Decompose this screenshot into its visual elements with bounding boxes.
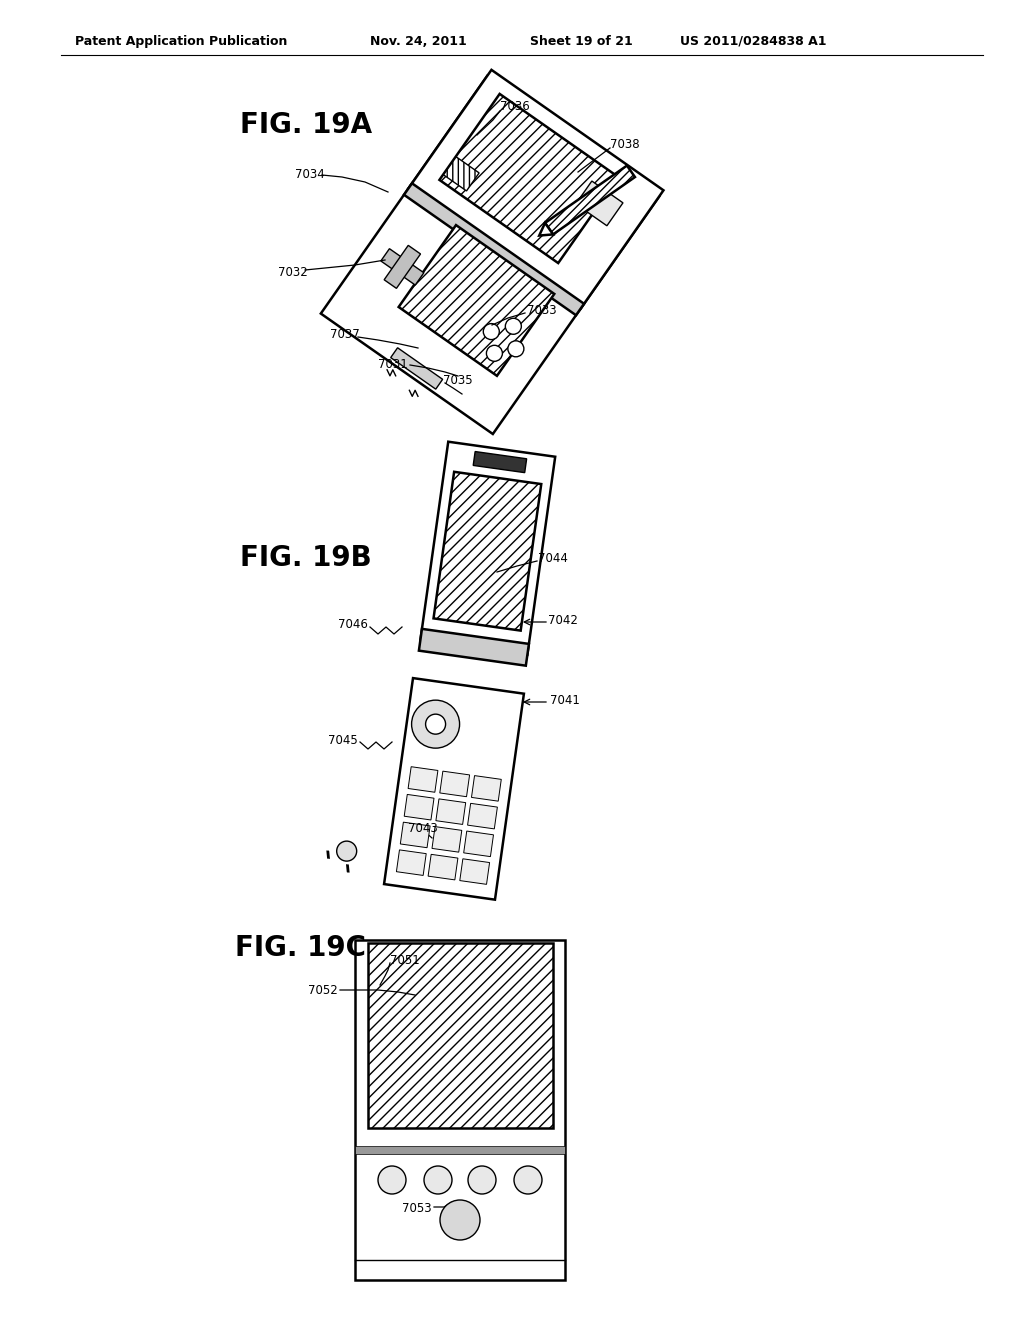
Polygon shape xyxy=(464,832,494,857)
Text: Sheet 19 of 21: Sheet 19 of 21 xyxy=(530,36,633,48)
Text: FIG. 19A: FIG. 19A xyxy=(240,111,372,139)
Polygon shape xyxy=(419,628,529,665)
Polygon shape xyxy=(409,767,438,792)
Circle shape xyxy=(337,841,356,861)
Polygon shape xyxy=(432,826,462,853)
Text: 7041: 7041 xyxy=(550,693,580,706)
Text: 7036: 7036 xyxy=(500,100,529,114)
Circle shape xyxy=(426,714,445,734)
Text: 7043: 7043 xyxy=(408,821,437,834)
Circle shape xyxy=(378,1166,406,1195)
Polygon shape xyxy=(355,1146,565,1154)
Text: 7032: 7032 xyxy=(278,265,308,279)
Polygon shape xyxy=(404,183,584,315)
Text: 7044: 7044 xyxy=(538,552,568,565)
Text: 7046: 7046 xyxy=(338,619,368,631)
Text: 7038: 7038 xyxy=(610,139,640,152)
Polygon shape xyxy=(400,822,430,847)
Polygon shape xyxy=(473,451,526,473)
Text: Patent Application Publication: Patent Application Publication xyxy=(75,36,288,48)
Polygon shape xyxy=(433,471,542,631)
Text: 7052: 7052 xyxy=(308,983,338,997)
Circle shape xyxy=(508,341,524,356)
Polygon shape xyxy=(460,859,489,884)
Polygon shape xyxy=(545,165,635,235)
Polygon shape xyxy=(391,347,442,389)
Circle shape xyxy=(483,323,500,339)
Circle shape xyxy=(440,1200,480,1239)
Text: 7051: 7051 xyxy=(390,953,420,966)
Polygon shape xyxy=(384,246,421,288)
Polygon shape xyxy=(384,678,524,900)
Text: 7042: 7042 xyxy=(548,614,578,627)
Polygon shape xyxy=(421,442,555,655)
Polygon shape xyxy=(439,94,618,263)
Circle shape xyxy=(424,1166,452,1195)
Text: 7037: 7037 xyxy=(330,329,359,342)
Polygon shape xyxy=(355,940,565,1280)
Text: Nov. 24, 2011: Nov. 24, 2011 xyxy=(370,36,467,48)
Polygon shape xyxy=(398,226,554,376)
Circle shape xyxy=(505,318,521,334)
Circle shape xyxy=(486,346,503,362)
Polygon shape xyxy=(439,771,470,797)
Polygon shape xyxy=(540,223,553,235)
Polygon shape xyxy=(436,799,466,825)
Polygon shape xyxy=(409,70,664,309)
Text: 7045: 7045 xyxy=(328,734,357,747)
Text: US 2011/0284838 A1: US 2011/0284838 A1 xyxy=(680,36,826,48)
Text: FIG. 19C: FIG. 19C xyxy=(234,935,366,962)
Polygon shape xyxy=(428,854,458,880)
Polygon shape xyxy=(443,157,479,191)
Polygon shape xyxy=(381,248,424,285)
Polygon shape xyxy=(368,942,553,1127)
Polygon shape xyxy=(471,776,502,801)
Polygon shape xyxy=(396,850,426,875)
Text: 7035: 7035 xyxy=(443,374,473,387)
Text: 7053: 7053 xyxy=(402,1201,432,1214)
Text: 7034: 7034 xyxy=(295,169,325,181)
Polygon shape xyxy=(404,795,434,820)
Text: 7033: 7033 xyxy=(527,304,557,317)
Text: FIG. 19B: FIG. 19B xyxy=(240,544,372,572)
Circle shape xyxy=(514,1166,542,1195)
Circle shape xyxy=(468,1166,496,1195)
Polygon shape xyxy=(468,804,498,829)
Polygon shape xyxy=(575,181,623,226)
Polygon shape xyxy=(321,77,659,434)
Circle shape xyxy=(412,700,460,748)
Text: 7031: 7031 xyxy=(378,359,408,371)
